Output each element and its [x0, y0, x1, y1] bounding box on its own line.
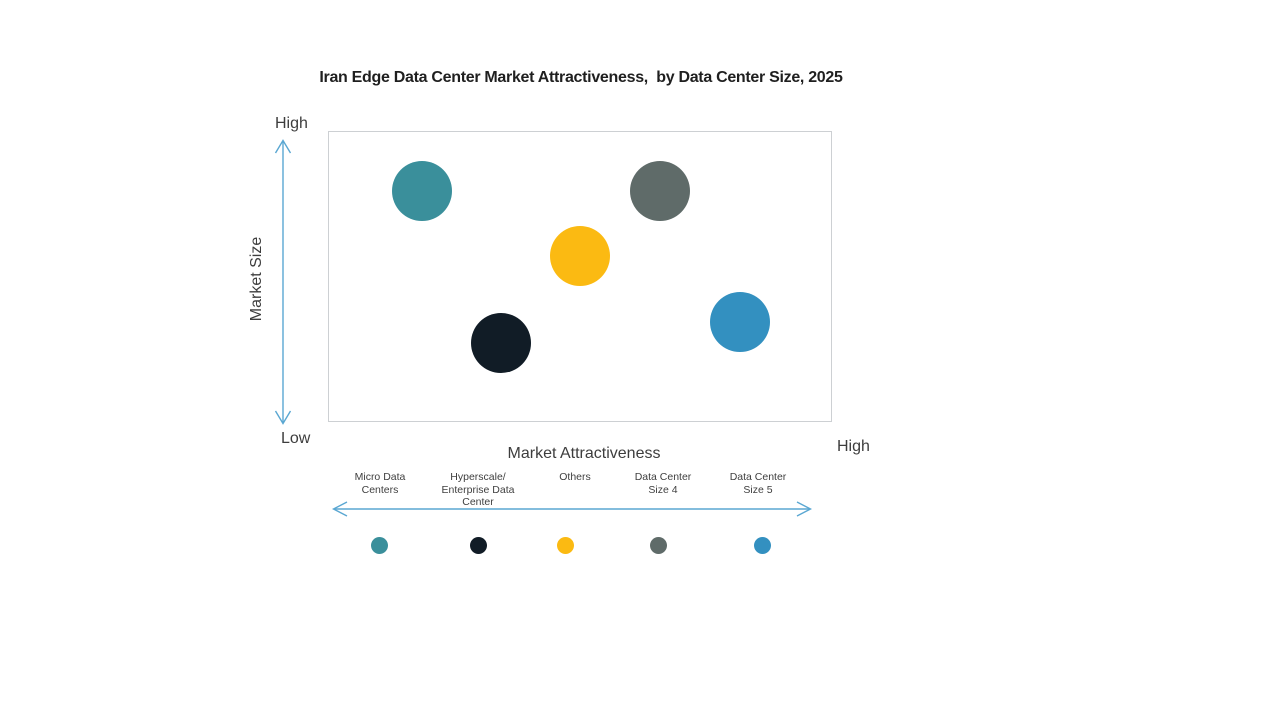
- legend-label-micro-data-centers: Micro Data Centers: [354, 471, 406, 496]
- y-axis-high-label: High: [275, 115, 308, 132]
- y-axis-title: Market Size: [248, 236, 265, 322]
- bubble-data-center-size-5: [709, 292, 770, 353]
- y-axis-arrow-icon: [274, 139, 292, 425]
- legend-dot: [650, 537, 667, 554]
- bubble-micro-data-centers: [392, 161, 453, 222]
- legend-label-hyperscale-enterprise-data-center: Hyperscale/ Enterprise Data Center: [441, 471, 515, 509]
- legend-dot: [371, 537, 388, 554]
- legend-dot: [470, 537, 487, 554]
- legend-label-others: Others: [559, 471, 591, 483]
- bubble-data-center-size-4: [630, 161, 691, 222]
- legend-dot: [557, 537, 574, 554]
- y-axis-low-label: Low: [281, 430, 311, 447]
- x-axis-high-label: High: [837, 438, 870, 455]
- plot-area: [328, 131, 832, 422]
- bubble-hyperscale-enterprise-data-center: [470, 312, 531, 373]
- legend-label-data-center-size-4: Data Center Size 4: [634, 471, 692, 496]
- bubble-others: [549, 225, 610, 286]
- x-axis-arrow-icon: [331, 501, 813, 517]
- legend-dot: [754, 537, 771, 554]
- legend-label-data-center-size-5: Data Center Size 5: [729, 471, 787, 496]
- x-axis-title: Market Attractiveness: [507, 445, 661, 462]
- chart-title: Iran Edge Data Center Market Attractiven…: [319, 69, 843, 86]
